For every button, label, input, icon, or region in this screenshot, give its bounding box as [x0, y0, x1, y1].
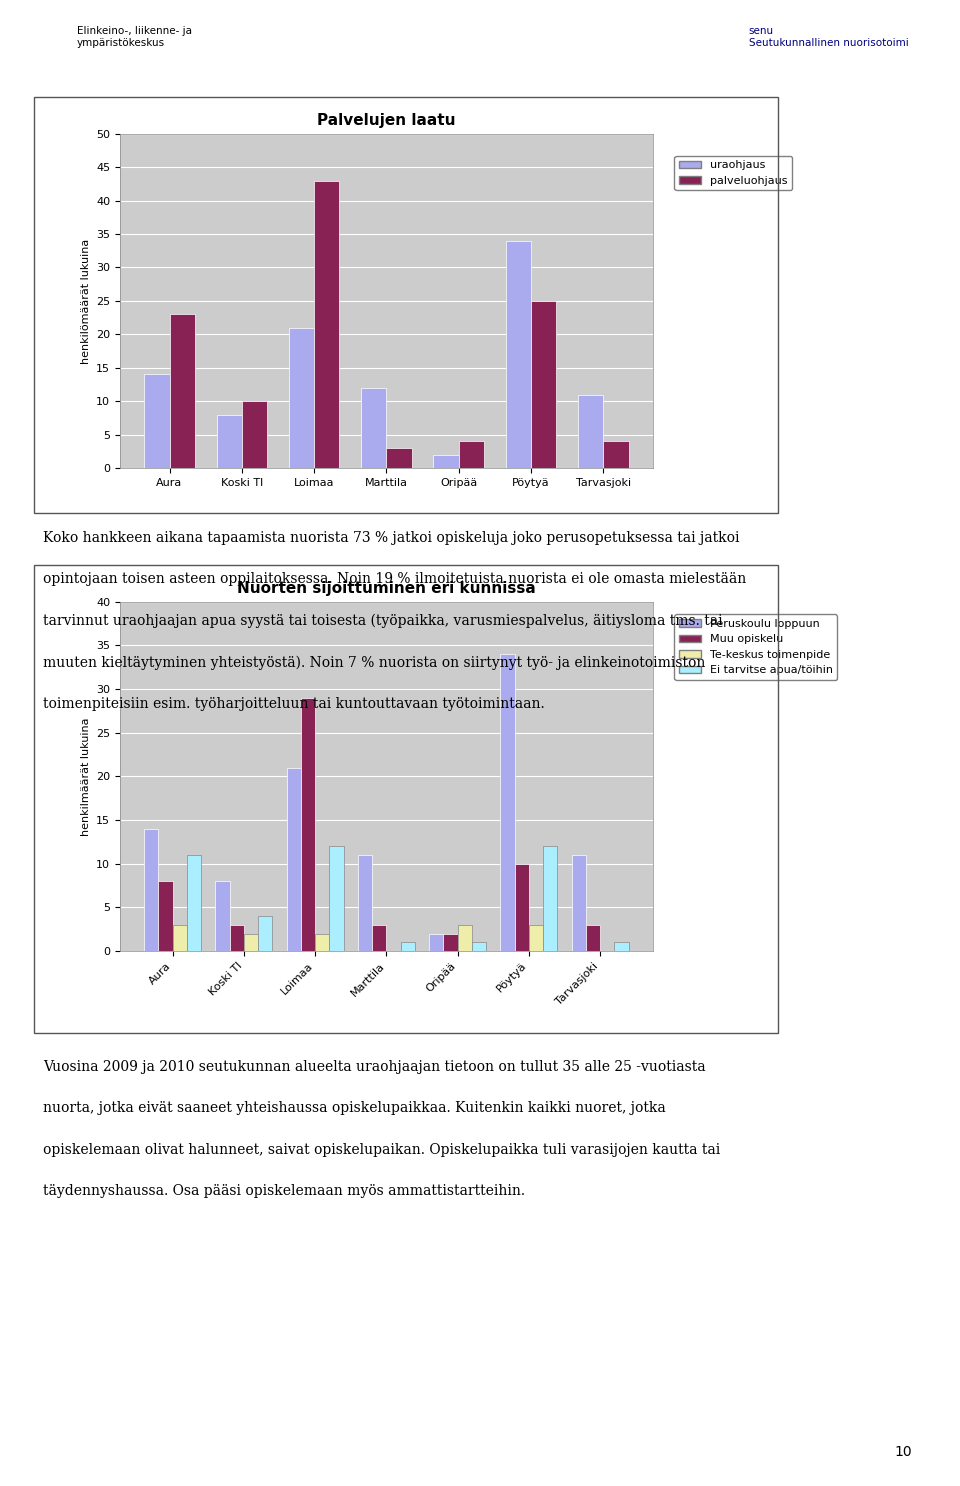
Bar: [531, 300, 556, 468]
Bar: [571, 854, 586, 951]
Text: tarvinnut uraohjaajan apua syystä tai toisesta (työpaikka, varusmiespalvelus, äi: tarvinnut uraohjaajan apua syystä tai to…: [43, 614, 723, 629]
Text: Vuosina 2009 ja 2010 seutukunnan alueelta uraohjaajan tietoon on tullut 35 alle : Vuosina 2009 ja 2010 seutukunnan alueelt…: [43, 1060, 706, 1073]
Bar: [586, 924, 600, 951]
Text: nuorta, jotka eivät saaneet yhteishaussa opiskelupaikkaa. Kuitenkin kaikki nuore: nuorta, jotka eivät saaneet yhteishaussa…: [43, 1101, 666, 1114]
Bar: [242, 401, 267, 468]
Text: 10: 10: [895, 1446, 912, 1459]
Bar: [287, 768, 300, 951]
Text: muuten kieltäytyminen yhteistyöstä). Noin 7 % nuorista on siirtynyt työ- ja elin: muuten kieltäytyminen yhteistyöstä). Noi…: [43, 655, 706, 670]
Title: Nuorten sijoittuminen eri kunnissa: Nuorten sijoittuminen eri kunnissa: [237, 581, 536, 596]
Bar: [433, 455, 459, 468]
Bar: [529, 924, 543, 951]
Bar: [158, 881, 173, 951]
Text: Koko hankkeen aikana tapaamista nuorista 73 % jatkoi opiskeluja joko perusopetuk: Koko hankkeen aikana tapaamista nuorista…: [43, 531, 740, 544]
Bar: [578, 394, 603, 468]
Bar: [614, 942, 629, 951]
Legend: uraohjaus, palveluohjaus: uraohjaus, palveluohjaus: [674, 156, 792, 190]
Text: opintojaan toisen asteen oppilaitoksessa. Noin 19 % ilmoitetuista nuorista ei ol: opintojaan toisen asteen oppilaitoksessa…: [43, 572, 747, 585]
Bar: [458, 924, 472, 951]
Y-axis label: henkilömäärät lukuina: henkilömäärät lukuina: [81, 238, 90, 364]
Bar: [144, 829, 158, 951]
Bar: [314, 180, 340, 468]
Bar: [229, 924, 244, 951]
Bar: [329, 847, 344, 951]
Bar: [187, 854, 202, 951]
Bar: [289, 327, 314, 468]
Bar: [358, 854, 372, 951]
Bar: [506, 241, 531, 468]
Bar: [244, 933, 258, 951]
Bar: [300, 698, 315, 951]
Bar: [429, 933, 444, 951]
Bar: [459, 441, 484, 468]
Bar: [387, 449, 412, 468]
Text: opiskelemaan olivat halunneet, saivat opiskelupaikan. Opiskelupaikka tuli varasi: opiskelemaan olivat halunneet, saivat op…: [43, 1143, 720, 1156]
Bar: [444, 933, 458, 951]
Legend: Peruskoulu loppuun, Muu opiskelu, Te-keskus toimenpide, Ei tarvitse apua/töihin: Peruskoulu loppuun, Muu opiskelu, Te-kes…: [674, 614, 837, 681]
Bar: [258, 915, 273, 951]
Bar: [603, 441, 629, 468]
Text: Elinkeino-, liikenne- ja
ympäristökeskus: Elinkeino-, liikenne- ja ympäristökeskus: [77, 25, 192, 48]
Text: täydennyshaussa. Osa pääsi opiskelemaan myös ammattistartteihin.: täydennyshaussa. Osa pääsi opiskelemaan …: [43, 1184, 525, 1198]
Y-axis label: henkilmäärät lukuina: henkilmäärät lukuina: [81, 718, 90, 835]
Bar: [215, 881, 229, 951]
Bar: [170, 314, 195, 468]
Bar: [217, 415, 242, 468]
Bar: [144, 374, 170, 468]
Bar: [515, 863, 529, 951]
Text: toimenpiteisiin esim. työharjoitteluun tai kuntouttavaan työtoimintaan.: toimenpiteisiin esim. työharjoitteluun t…: [43, 697, 545, 710]
Bar: [472, 942, 486, 951]
Bar: [361, 388, 386, 468]
Bar: [173, 924, 187, 951]
Bar: [543, 847, 558, 951]
Bar: [400, 942, 415, 951]
Bar: [315, 933, 329, 951]
Bar: [372, 924, 386, 951]
Text: senu
Seutukunnallinen nuorisotoimi: senu Seutukunnallinen nuorisotoimi: [749, 25, 908, 48]
Bar: [500, 654, 515, 951]
Title: Palvelujen laatu: Palvelujen laatu: [317, 113, 456, 128]
